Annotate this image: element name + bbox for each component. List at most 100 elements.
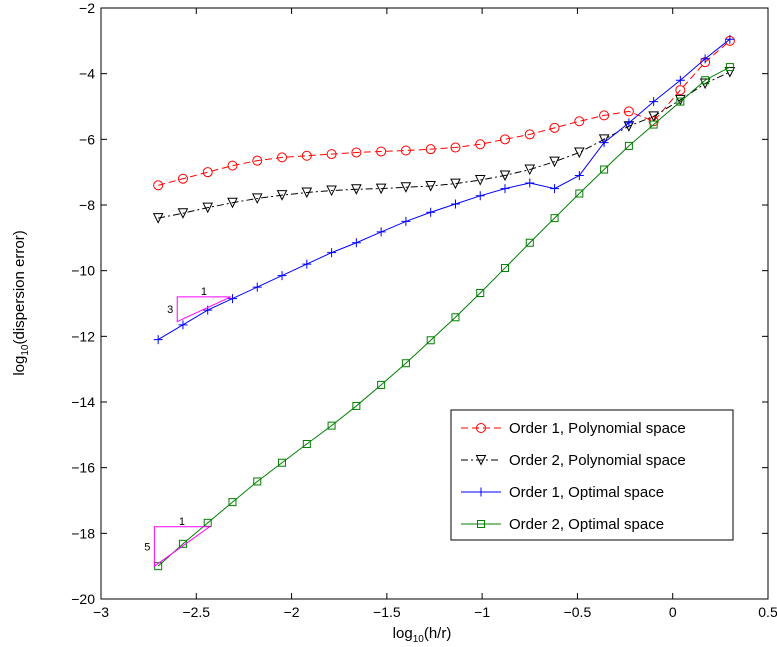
x-tick-label: −2: [284, 604, 300, 620]
y-tick-label: −16: [71, 460, 95, 476]
series-1-point: [301, 150, 312, 161]
y-axis-label: log10(dispersion error): [11, 230, 31, 375]
series-4-point: [451, 313, 460, 322]
series-2-point: [574, 147, 585, 159]
series-3-point: [351, 238, 361, 248]
slope-rise-label: 3: [167, 304, 173, 316]
series-4-point: [725, 63, 734, 72]
legend: Order 1, Polynomial space Order 2, Polyno…: [450, 409, 734, 541]
series-4-point: [476, 288, 485, 297]
series-2-point: [276, 190, 288, 201]
series-3-point: [675, 75, 685, 85]
annotation-layer: 3 1 51: [144, 286, 231, 568]
series-1-point: [675, 85, 686, 96]
series-2-point: [152, 213, 164, 224]
series-1-point: [326, 149, 337, 160]
series-4-point: [401, 359, 410, 368]
series-3-point: [327, 248, 337, 258]
series-3-point: [252, 282, 262, 292]
x-tick-label: −2.5: [182, 604, 210, 620]
series-4-point: [624, 141, 633, 150]
series-3-point: [426, 207, 436, 217]
legend-label: Order 1, Optimal space: [509, 484, 664, 501]
series-1-point: [524, 129, 535, 140]
y-axis-label-sub: 10: [20, 344, 31, 356]
series-4-point: [327, 421, 336, 430]
series-3-point: [450, 199, 460, 209]
series-2-point: [499, 170, 511, 182]
series-2-point: [177, 208, 189, 219]
legend-label: Order 2, Polynomial space: [509, 452, 686, 469]
series-2-point: [474, 175, 486, 186]
y-tick-label: −4: [79, 66, 95, 82]
series-3-point: [550, 184, 560, 194]
series-1-point: [599, 110, 610, 121]
series-3: [153, 34, 735, 345]
x-tick-label: 0: [669, 604, 677, 620]
y-tick-label: −20: [71, 591, 95, 607]
legend-item-4: Order 2, Optimal space: [461, 516, 664, 533]
slope-triangle-shape: [176, 296, 231, 323]
series-4-point: [377, 380, 386, 389]
series-2-point: [598, 134, 610, 145]
series-4-point: [253, 477, 262, 486]
slope-run-label: 1: [201, 286, 207, 298]
y-tick-label: −10: [71, 263, 95, 279]
series-2-point: [400, 182, 412, 193]
series-2-point: [375, 183, 387, 195]
series-4-point: [228, 498, 237, 507]
series-1-point: [227, 160, 238, 171]
series-1-point: [153, 180, 164, 191]
series-1-point: [252, 155, 263, 166]
series-4-point: [501, 264, 510, 273]
legend-marker: [475, 455, 487, 466]
series-4-point: [302, 440, 311, 449]
series-1-point: [549, 122, 560, 133]
y-tick-label: −2: [79, 0, 95, 16]
legend-label: Order 1, Polynomial space: [509, 420, 686, 437]
series-4-point: [278, 458, 287, 467]
series-2-point: [549, 156, 560, 168]
series-4-point: [649, 120, 658, 129]
x-tick-label: −1: [474, 604, 490, 620]
series-2-point: [202, 202, 214, 214]
series-1-point: [574, 116, 585, 127]
series-1-point: [475, 139, 486, 150]
series-1-point: [351, 147, 362, 158]
y-axis-label-base: log: [11, 356, 28, 376]
series-4-point: [550, 214, 559, 223]
series-3-point: [574, 170, 584, 180]
y-tick-label: −12: [71, 328, 95, 344]
series-3-point: [475, 191, 485, 201]
slope-triangle-2: 51: [144, 516, 212, 568]
series-4-point: [676, 97, 685, 106]
series-3-point: [401, 216, 411, 226]
legend-item-2: Order 2, Polynomial space: [461, 452, 686, 469]
slope-rise-label: 5: [144, 541, 150, 553]
series-2-point: [227, 197, 238, 209]
series-4-point: [525, 238, 534, 247]
legend-marker: [477, 520, 485, 528]
series-3-point: [725, 34, 735, 44]
series-3-point: [649, 97, 659, 107]
series-1-point: [500, 134, 511, 145]
legend-marker: [476, 487, 486, 497]
y-tick-label: −6: [79, 131, 95, 147]
series-2-point: [351, 184, 362, 195]
legend-box: [450, 409, 734, 541]
series-4-point: [426, 336, 435, 345]
x-axis-label-base: log: [393, 625, 413, 642]
series-3-point: [153, 335, 163, 345]
series-2-point: [648, 111, 659, 122]
slope-triangle-shape: [153, 526, 212, 568]
legend-label: Order 2, Optimal space: [509, 516, 664, 533]
series-3-line: [157, 38, 731, 341]
series-1-point: [450, 142, 461, 153]
series-2-point: [425, 180, 436, 192]
series-2-line: [158, 71, 731, 219]
y-axis-label-arg: (dispersion error): [11, 230, 28, 344]
series-1-point: [400, 145, 411, 156]
x-tick-label: 0.5: [758, 604, 777, 620]
series-2-point: [450, 178, 461, 190]
